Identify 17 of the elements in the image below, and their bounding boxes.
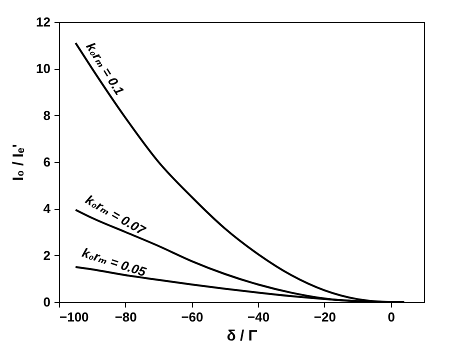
x-axis-title: δ / Γ	[226, 328, 258, 344]
x-tick-label: −100	[60, 310, 89, 324]
x-tick-label: 0	[388, 310, 395, 324]
y-tick-label: 8	[43, 108, 50, 123]
y-tick-label: 6	[43, 154, 50, 170]
y-tick-label: 0	[43, 294, 50, 310]
y-tick-label: 10	[36, 61, 50, 76]
y-axis-title: I₀ / Iₑ'	[10, 144, 28, 181]
x-tick-label: −40	[248, 310, 270, 324]
x-tick-label: −80	[114, 310, 137, 324]
y-tick-label: 4	[43, 201, 52, 216]
x-tick-label: −60	[181, 310, 204, 324]
text: k₀rₘ = 0.05	[80, 244, 149, 280]
y-tick-label: 2	[43, 248, 50, 263]
text: k₀rₘ = 0.07	[83, 192, 149, 238]
x-tick-label: −20	[314, 310, 336, 324]
y-tick-label: 12	[36, 14, 50, 30]
